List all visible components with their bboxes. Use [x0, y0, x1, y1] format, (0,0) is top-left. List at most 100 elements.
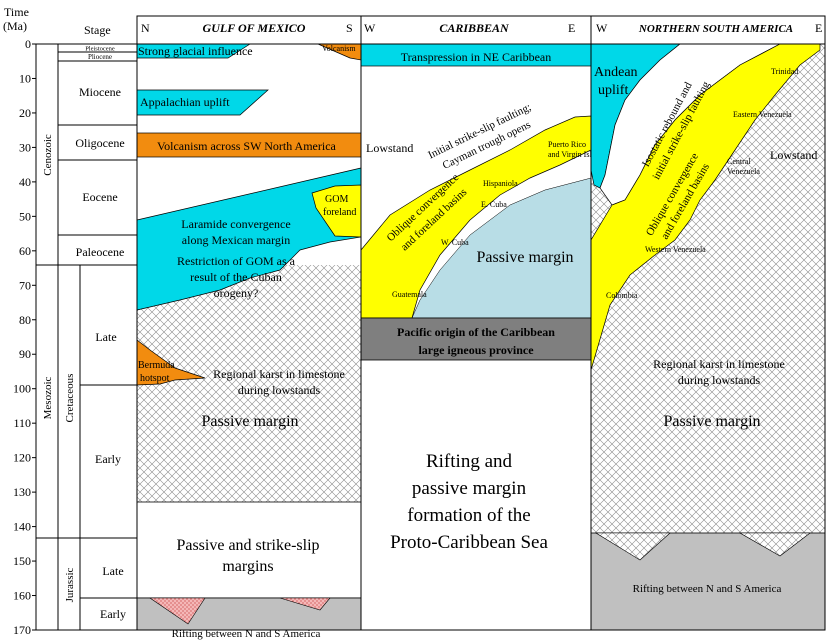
caribbean-e-cuba-label: E. Cuba: [481, 200, 507, 209]
gulf-volcanism-top-label: Volcanism: [322, 44, 356, 53]
gulf-glacial-label: Strong glacial influence: [138, 44, 253, 58]
caribbean-lowstand-label: Lowstand: [366, 141, 413, 155]
caribbean-guatemala-label: Guatemala: [392, 290, 427, 299]
gulf-rift-wedge: [149, 597, 206, 625]
stage-column: Stage Cenozoic Mesozoic Cretaceous Juras…: [35, 23, 138, 631]
caribbean-hispaniola-label: Hispaniola: [483, 179, 518, 188]
nsa-colombia-label: Colombia: [606, 291, 638, 300]
stage-jurassic-early: Early: [100, 607, 126, 621]
nsa-header-title: NORTHERN SOUTH AMERICA: [638, 23, 793, 35]
stage-header: Stage: [84, 23, 111, 37]
stage-eocene: Eocene: [82, 190, 117, 204]
period-cretaceous: Cretaceous: [64, 374, 76, 423]
axis-tick-label: 110: [13, 416, 31, 430]
gulf-strike-slip-line1: Passive and strike-slip: [176, 537, 319, 554]
caribbean-rifting-line1: Rifting and: [426, 451, 513, 472]
caribbean-oblique-band: [360, 115, 592, 319]
gulf-karst-line1: Regional karst in limestone: [213, 367, 345, 381]
caribbean-pacific-box: [360, 317, 592, 361]
caribbean-header-e: E: [568, 21, 575, 35]
nsa-trinidad-label: Trinidad: [771, 67, 798, 76]
stage-column-frame: [35, 43, 138, 631]
nsa-passive-label: Passive margin: [663, 413, 760, 430]
gulf-karst-line2: during lowstands: [238, 383, 321, 397]
nsa-oblique-band: [590, 43, 821, 371]
caribbean-rifting-line4: Proto-Caribbean Sea: [390, 532, 548, 553]
axis-tick-label: 0: [25, 37, 31, 51]
gulf-restriction-line2: result of the Cuban: [190, 270, 282, 284]
caribbean-w-cuba-label: W. Cuba: [441, 238, 469, 247]
axis-tick-label: 100: [13, 382, 31, 396]
nsa-rift-wedge: [594, 532, 671, 561]
gulf-strike-slip-box: [136, 501, 362, 599]
axis-title-line1: Time: [4, 5, 29, 19]
gulf-header-n: N: [141, 21, 150, 35]
stage-cretaceous-early: Early: [95, 452, 121, 466]
nsa-western-venezuela-label: Western Venezuela: [645, 245, 706, 254]
gulf-bermuda-line2: hotspot: [140, 373, 170, 384]
axis-tick-label: 140: [13, 520, 31, 534]
gulf-restriction-line1: Restriction of GOM as a: [177, 254, 296, 268]
stage-paleocene: Paleocene: [76, 245, 125, 259]
axis-tick-label: 150: [13, 554, 31, 568]
gulf-restriction-line3: orogeny?: [214, 286, 259, 300]
axis-tick-label: 130: [13, 485, 31, 499]
gulf-volcanism-sw-band: [136, 132, 362, 158]
stage-oligocene: Oligocene: [75, 136, 124, 150]
caribbean-column: W CARIBBEAN E Transpression in NE Caribb…: [360, 21, 606, 553]
caribbean-header-w: W: [364, 21, 376, 35]
body-frame: [136, 43, 826, 631]
stage-cretaceous-late: Late: [95, 330, 116, 344]
gulf-bermuda-line1: Bermuda: [138, 360, 175, 371]
gulf-strike-slip-line2: margins: [222, 558, 273, 575]
axis-tick-label: 120: [13, 451, 31, 465]
gulf-bermuda-hotspot: [136, 339, 206, 386]
axis-tick-label: 10: [19, 71, 31, 85]
axis-tick-label: 80: [19, 313, 31, 327]
caribbean-puerto-rico-line2: and Virgin Islands: [548, 150, 606, 159]
time-axis: Time (Ma) 0 10 20 30 40 50 60 70 80 90 100 110 120 13…: [3, 5, 37, 637]
gulf-gom-foreland-line2: foreland: [323, 207, 356, 218]
gulf-appalachian-label: Appalachian uplift: [140, 95, 230, 109]
nsa-rifting-label: Rifting between N and S America: [633, 583, 782, 595]
gulf-gom-foreland-line1: GOM: [325, 194, 348, 205]
axis-tick-label: 20: [19, 106, 31, 120]
gulf-volcanism-sw-label: Volcanism across SW North America: [157, 139, 337, 153]
nsa-header-w: W: [596, 21, 608, 35]
nsa-rift-wedge: [738, 532, 811, 557]
axis-tick-label: 30: [19, 140, 31, 154]
column-frames: [136, 15, 826, 631]
caribbean-pacific-line2: large igneous province: [418, 343, 534, 357]
caribbean-pacific-line1: Pacific origin of the Caribbean: [397, 325, 555, 339]
axis-tick-label: 90: [19, 347, 31, 361]
nsa-karst-line2: during lowstands: [678, 373, 761, 387]
axis-tick-label: 60: [19, 244, 31, 258]
gulf-header-s: S: [346, 21, 353, 35]
northern-south-america-column: W NORTHERN SOUTH AMERICA E Andean uplift…: [590, 21, 826, 631]
caribbean-transpression-label: Transpression in NE Caribbean: [401, 50, 552, 64]
gulf-laramide-line1: Laramide convergence: [181, 217, 290, 231]
caribbean-passive-label: Passive margin: [476, 249, 573, 266]
gulf-laramide-line2: along Mexican margin: [182, 233, 290, 247]
caribbean-puerto-rico-line1: Puerto Rico: [548, 140, 586, 149]
period-jurassic: Jurassic: [64, 567, 76, 602]
nsa-central-venezuela-line1: Central: [727, 157, 751, 166]
stage-pliocene: Pliocene: [88, 53, 112, 61]
axis-tick-label: 50: [19, 209, 31, 223]
stage-pleistocene: Pleistocene: [85, 46, 115, 53]
nsa-karst-line1: Regional karst in limestone: [653, 357, 785, 371]
caribbean-rifting-line3: formation of the: [407, 505, 530, 526]
axis-ticks: 0 10 20 30 40 50 60 70 80 90 100 110 120 130 140 150 160…: [13, 37, 36, 637]
gulf-passive-label: Passive margin: [201, 413, 298, 430]
gulf-header-title: GULF OF MEXICO: [203, 21, 306, 35]
caribbean-rifting-line2: passive margin: [412, 478, 527, 499]
nsa-andean-line1: Andean: [594, 65, 638, 80]
nsa-header-e: E: [815, 21, 822, 35]
axis-tick-label: 70: [19, 278, 31, 292]
gulf-rifting-label: Rifting between N and S America: [172, 628, 321, 640]
nsa-andean-line2: uplift: [598, 83, 628, 98]
stage-jurassic-late: Late: [102, 564, 123, 578]
era-cenozoic: Cenozoic: [42, 134, 54, 176]
